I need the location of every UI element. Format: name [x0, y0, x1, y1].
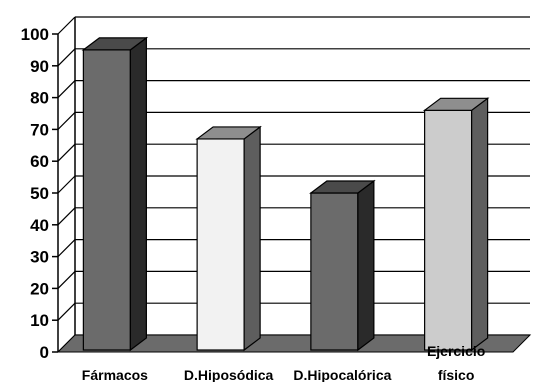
bar-front-3	[310, 192, 359, 351]
y-tick-label: 50	[30, 184, 49, 203]
gridline-side	[57, 207, 76, 226]
bar-top-3	[309, 180, 376, 194]
y-tick-label: 90	[30, 57, 49, 76]
gridline-side	[57, 302, 76, 321]
gridline-side	[57, 239, 76, 258]
y-tick-label: 70	[30, 120, 49, 139]
x-category-label: D.Hipocalórica	[293, 367, 391, 382]
x-category-label: físico	[438, 367, 475, 382]
chart-floor	[56, 334, 532, 353]
y-tick-label: 80	[30, 89, 49, 108]
x-category-label: Fármacos	[82, 367, 148, 382]
bar-side-1	[129, 36, 147, 352]
gridline-side	[57, 48, 76, 67]
gridline-side	[57, 80, 76, 99]
y-tick-label: 100	[21, 25, 49, 44]
bar-top-1	[81, 37, 149, 51]
y-tick-label: 0	[40, 343, 49, 362]
bar-side-3	[357, 179, 375, 352]
y-tick-label: 30	[30, 248, 49, 267]
gridline-side	[57, 16, 76, 35]
x-category-label: Ejercicio	[427, 343, 485, 359]
bar-side-4	[471, 97, 489, 352]
gridline-side	[57, 175, 76, 194]
bar-front-4	[424, 109, 473, 351]
bar-front-1	[82, 49, 131, 351]
bar-front-2	[196, 138, 245, 351]
gridline-side	[57, 270, 76, 289]
y-tick-label: 60	[30, 152, 49, 171]
gridline-side	[57, 111, 76, 130]
gridline-side	[57, 143, 76, 162]
x-category-label: D.Hiposódica	[184, 367, 274, 382]
bar-side-2	[243, 125, 261, 352]
y-tick-label: 20	[30, 279, 49, 298]
bar-top-4	[422, 97, 490, 111]
bar-top-2	[195, 126, 262, 140]
y-tick-label: 10	[30, 311, 49, 330]
y-tick-label: 40	[30, 216, 49, 235]
